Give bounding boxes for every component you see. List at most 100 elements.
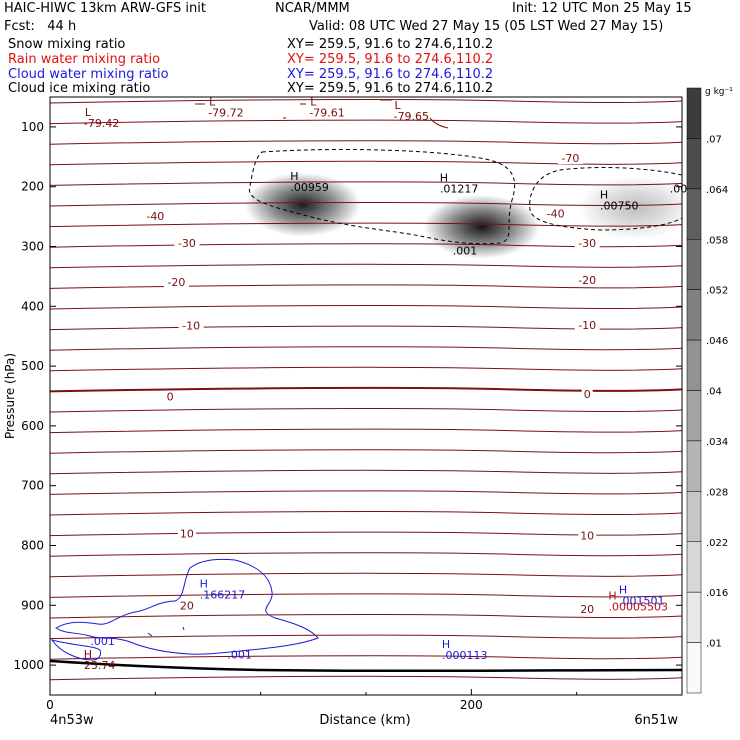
x-axis-label: Distance (km) (319, 713, 410, 728)
extremum-marker: H (442, 638, 450, 651)
zero-isotherm (50, 386, 682, 393)
extremum-marker: H (290, 170, 298, 183)
colorbar-swatch (686, 138, 702, 190)
extremum-marker: L (85, 106, 92, 119)
isotherm-line (50, 552, 682, 557)
extremum-marker: L (209, 95, 216, 108)
colorbar-swatch (686, 591, 702, 643)
cloud-ice-contours (248, 149, 682, 245)
contour-value-label: .001 (227, 648, 252, 661)
extremum-value: .00750 (600, 200, 639, 213)
isotherm-label-bg (163, 275, 189, 288)
colorbar-swatch (686, 87, 702, 139)
field-rain-name: Rain water mixing ratio (8, 52, 161, 67)
isotherm-line (50, 593, 682, 598)
isotherm-label-bg (177, 599, 196, 612)
isotherm-line (50, 305, 682, 310)
isotherm-line (50, 99, 682, 104)
isotherm-label-bg (543, 207, 569, 220)
isotherm-label: 10 (180, 528, 194, 541)
isotherm-label: -40 (146, 210, 164, 223)
isotherm-line (50, 572, 682, 578)
y-tick-label: 100 (21, 120, 44, 134)
isotherm-label-bg (178, 319, 204, 332)
x-tick-label: 0 (46, 698, 54, 712)
colorbar: .07 .064 .058 .052 .046 .04 .034 .028 .022 .016 .0… (686, 87, 728, 694)
isotherm-label-bg (581, 388, 593, 401)
colorbar-label: .058 (706, 235, 728, 246)
isotherm-line (50, 490, 682, 495)
y-tick-label: 400 (21, 299, 44, 313)
colorbar-label: .01 (706, 639, 722, 650)
isotherm-label-bg (142, 210, 168, 223)
center-label: NCAR/MMM (275, 1, 350, 16)
isotherm-label: -40 (547, 208, 565, 221)
isotherm-line (50, 614, 682, 619)
colorbar-label: .064 (706, 185, 728, 196)
contour-value-label: .001 (90, 635, 115, 648)
cloud-water-blob (182, 626, 185, 631)
extremum-marker: H (619, 583, 627, 596)
y-tick-label: 500 (21, 359, 44, 373)
isotherm-label: -20 (167, 276, 185, 289)
extremum-marker: H (440, 171, 448, 184)
field-snow-name: Snow mixing ratio (8, 37, 126, 52)
extremum-value: -79.65 (394, 110, 429, 123)
isotherm-line (50, 181, 682, 186)
extremum-marker: H (84, 648, 92, 661)
isotherm-line (50, 160, 682, 166)
isotherm-line (50, 675, 682, 681)
isotherm-line (50, 408, 682, 413)
isotherm-label: -30 (178, 237, 196, 250)
extremum-value: .00005503 (608, 600, 668, 613)
cloud-water-blob (147, 632, 153, 637)
isotherm-line (50, 511, 682, 516)
isotherm-label-bg (174, 236, 200, 249)
field-ice-name: Cloud ice mixing ratio (8, 81, 151, 96)
isotherm-label: 0 (584, 388, 591, 401)
extremum-value: .01217 (440, 182, 479, 195)
y-axis-label: Pressure (hPa) (3, 353, 17, 439)
field-cloudwater-name: Cloud water mixing ratio (8, 67, 169, 82)
colorbar-label: .046 (706, 336, 728, 347)
colorbar-swatch (686, 390, 702, 442)
colorbar-label: .034 (706, 437, 728, 448)
isotherm-label-bg (574, 273, 600, 286)
isotherm-lines (50, 99, 682, 681)
cloud-ice-contour-main (248, 149, 516, 245)
contour-value-label: .001 (453, 245, 478, 258)
isotherm-line (50, 243, 682, 248)
cloud-water-contour-main (55, 558, 319, 655)
colorbar-unit: g kg⁻¹ (705, 87, 733, 97)
snow-maximum-0 (244, 172, 361, 237)
isotherm-line (50, 222, 682, 228)
x-endpoint-right: 6n51w (634, 713, 678, 728)
colorbar-swatch (686, 239, 702, 290)
isotherm-line (50, 346, 682, 351)
isotherm-line (50, 140, 682, 145)
extremum-value: .001501 (619, 594, 665, 607)
y-tick-label: 600 (21, 419, 44, 433)
x-tick-label: 200 (460, 698, 483, 712)
isotherm-label-bg (578, 529, 597, 542)
field-ice-xy: XY= 259.5, 91.6 to 274.6,110.2 (287, 81, 494, 96)
colorbar-label: .052 (706, 286, 728, 297)
plot-title: HAIC-HIWC 13km ARW-GFS init (4, 1, 206, 16)
extremum-marker: H (200, 577, 208, 590)
colorbar-label: .022 (706, 538, 728, 549)
cloud-ice-contour-right (529, 167, 682, 231)
y-tick-label: 1000 (13, 658, 44, 672)
extremum-value: 23.74 (84, 659, 116, 672)
y-tick-label: 900 (21, 598, 44, 612)
isotherm-label-bg (177, 527, 196, 540)
colorbar-swatch (686, 188, 702, 240)
extremum-marker: L (310, 95, 317, 108)
colorbar-label: .016 (706, 588, 728, 599)
colorbar-swatch (686, 339, 702, 391)
isotherm-label: 0 (167, 391, 174, 404)
snow-maximum-2 (577, 175, 682, 240)
isotherm-line (50, 469, 682, 475)
ground-line (50, 659, 682, 673)
isotherm-label: 20 (180, 599, 194, 612)
field-cloudwater-xy: XY= 259.5, 91.6 to 274.6,110.2 (287, 67, 494, 82)
